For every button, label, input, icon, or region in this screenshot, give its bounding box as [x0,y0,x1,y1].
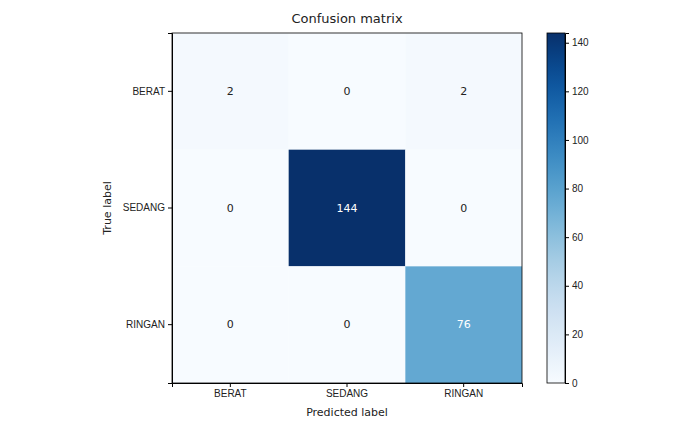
x-tick-label: BERAT [214,388,247,399]
x-tick-label: SEDANG [326,388,368,399]
colorbar-tick-mark [565,286,569,287]
colorbar-tick-mark [565,189,569,190]
x-tick: BERAT [214,383,247,399]
colorbar-tick: 140 [565,37,589,48]
y-axis-title: True label [101,181,114,235]
y-tick: BERAT [132,86,172,97]
y-tick-label: RINGAN [126,319,165,330]
colorbar-tick-label: 0 [572,378,578,389]
x-tick-mark [230,383,231,387]
data-labels: 2 0 2 0 144 0 0 0 76 [227,85,471,331]
colorbar-tick-label: 140 [572,37,589,48]
data-label: 2 [227,85,234,98]
x-tick-mark [463,383,464,387]
colorbar-tick-label: 100 [572,135,589,146]
cell [172,150,289,267]
cell [405,33,522,150]
data-label: 76 [457,318,471,331]
y-tick-mark [168,91,172,92]
cell [289,33,406,150]
colorbar-tick: 80 [565,183,584,194]
title: Confusion matrix [291,11,402,26]
colorbar-tick: 40 [565,280,584,291]
colorbar-tick-label: 40 [572,280,584,291]
colorbar-tick: 0 [565,378,578,389]
data-label: 0 [227,202,234,215]
data-label: 0 [227,318,234,331]
y-tick: SEDANG [123,202,172,213]
x-tick-label: RINGAN [444,388,483,399]
colorbar-axis: 0 20 40 60 80 100 120 140 [565,34,589,389]
colorbar [547,33,565,383]
colorbar-tick-mark [565,140,569,141]
colorbar-tick-mark [565,43,569,44]
chart: 202014400076BERATSEDANGRINGANBERATSEDANG… [0,0,694,422]
cell [289,150,406,267]
colorbar-tick: 60 [565,232,584,243]
cell [405,150,522,267]
x-tick: SEDANG [326,383,368,399]
cell [172,33,289,150]
y-tick: RINGAN [126,319,172,330]
data-label: 0 [344,85,351,98]
colorbar-tick-label: 80 [572,183,584,194]
colorbar-tick: 20 [565,329,584,340]
cell [172,266,289,383]
data-label: 2 [460,85,467,98]
data-label: 0 [344,318,351,331]
colorbar-tick: 120 [565,86,589,97]
colorbar-tick-mark [565,91,569,92]
x-axis: BERAT SEDANG RINGAN [173,383,523,399]
colorbar-tick-label: 20 [572,329,584,340]
colorbar-tick: 100 [565,135,589,146]
colorbar-axis-line [566,34,570,384]
x-axis-line [173,384,523,388]
x-tick-mark [347,383,348,387]
y-axis-line [168,34,173,384]
x-axis-title: Predicted label [306,406,388,419]
y-tick-mark [168,324,172,325]
cells [172,33,522,383]
x-tick: RINGAN [444,383,483,399]
data-label: 0 [460,202,467,215]
data-label: 144 [337,202,358,215]
cell [405,266,522,383]
colorbar-tick-mark [565,237,569,238]
cell [289,266,406,383]
plot-frame [172,33,522,383]
y-tick-label: SEDANG [123,202,165,213]
colorbar-tick-mark [565,383,569,384]
y-axis: BERAT SEDANG RINGAN [123,34,173,384]
y-tick-mark [168,208,172,209]
y-tick-label: BERAT [132,86,165,97]
colorbar-tick-mark [565,334,569,335]
colorbar-tick-label: 120 [572,86,589,97]
colorbar-tick-label: 60 [572,232,584,243]
